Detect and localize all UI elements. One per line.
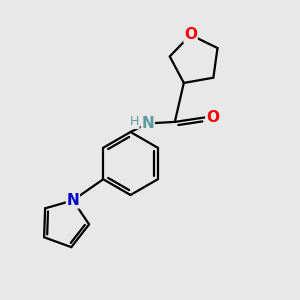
Text: O: O (206, 110, 219, 125)
Text: N: N (67, 193, 79, 208)
Text: N: N (141, 116, 154, 131)
Text: H: H (130, 116, 139, 128)
Text: O: O (184, 27, 197, 42)
